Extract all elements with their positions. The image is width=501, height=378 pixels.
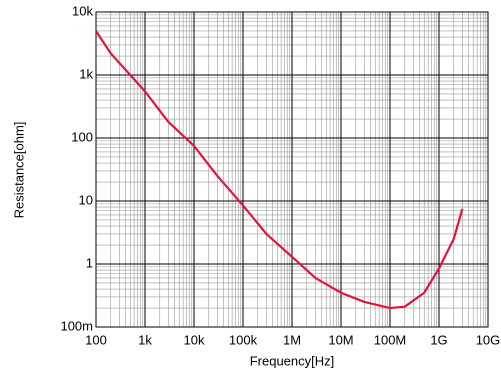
y-tick-label: 100 [71, 129, 93, 144]
y-axis-label: Resistance[ohm] [11, 122, 26, 219]
x-tick-label: 1k [138, 332, 152, 347]
x-tick-label: 100k [229, 332, 258, 347]
x-tick-label: 100M [374, 332, 407, 347]
x-tick-label: 100 [85, 332, 107, 347]
y-tick-label: 1 [86, 255, 93, 270]
data-line [95, 30, 464, 310]
x-tick-label: 10k [184, 332, 205, 347]
x-tick-label: 1G [430, 332, 447, 347]
x-tick-label: 10G [476, 332, 501, 347]
x-axis-label: Frequency[Hz] [250, 353, 335, 368]
plot-frame [95, 11, 489, 328]
y-tick-label: 10 [79, 192, 93, 207]
y-tick-label: 100m [60, 318, 93, 333]
y-tick-label: 1k [79, 66, 93, 81]
y-tick-label: 10k [72, 3, 93, 18]
x-tick-label: 1M [283, 332, 301, 347]
x-tick-label: 10M [328, 332, 353, 347]
